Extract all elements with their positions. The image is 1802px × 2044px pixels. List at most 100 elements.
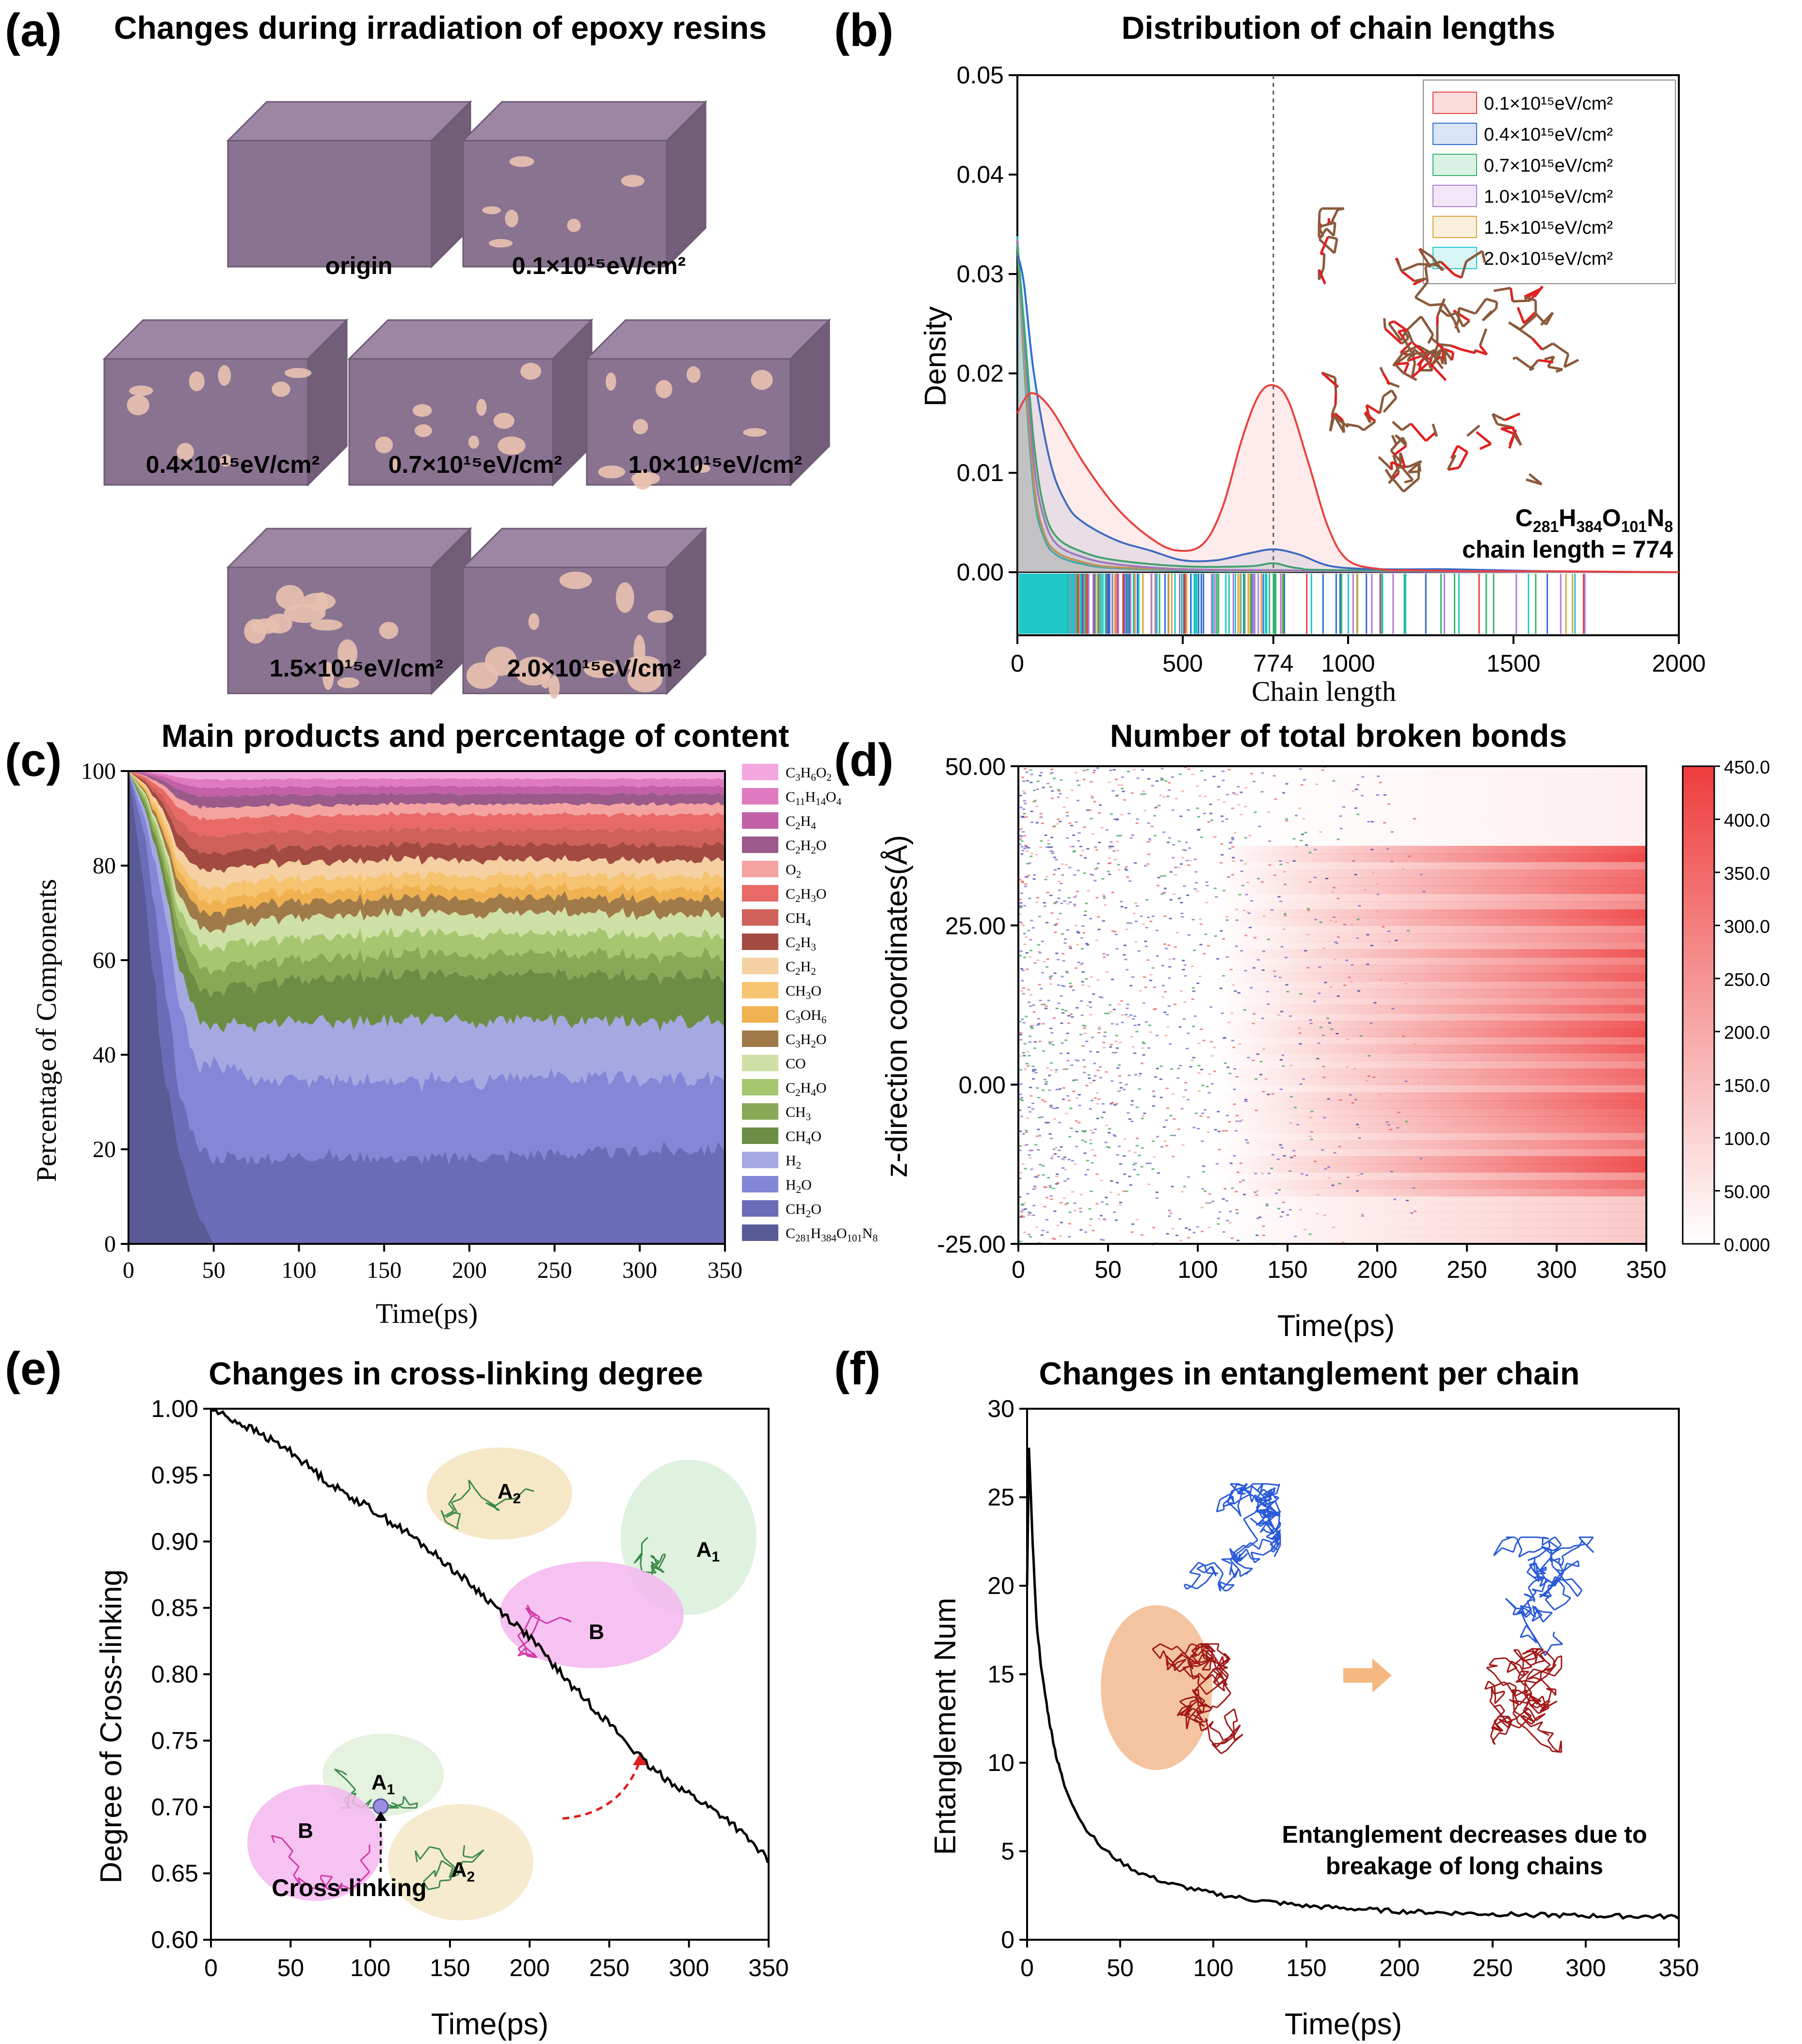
noise-speck [1290,1157,1293,1159]
noise-speck [1306,908,1310,910]
chain-bond [1520,1634,1528,1638]
noise-speck [1068,1211,1072,1213]
bond [1395,361,1409,366]
noise-speck [1077,784,1080,786]
noise-speck [1279,1216,1283,1218]
chain-length-density-chart: 0.000.010.020.030.040.050 500 774 1000 1500 2… [957,62,1706,677]
chain-bond [1191,1713,1203,1722]
heat-band [1216,1108,1646,1117]
noise-speck [1120,1087,1123,1089]
chain-bond [1229,1548,1233,1556]
chain-bond [1492,1732,1500,1742]
noise-speck [1036,1087,1039,1089]
bond [1318,227,1328,240]
noise-speck [1232,1046,1236,1048]
chain-bond [1519,1692,1530,1706]
noise-speck [1091,874,1094,876]
noise-speck [1112,850,1116,852]
noise-speck [1050,1158,1054,1159]
noise-speck [1331,891,1334,893]
noise-speck [1354,1098,1357,1100]
noise-speck [1170,1135,1173,1136]
noise-speck [1147,1183,1151,1185]
noise-speck [1178,773,1182,775]
noise-speck [1200,1069,1203,1071]
chain-bond [1266,1497,1280,1509]
noise-speck [1171,1228,1175,1230]
legend-label-part: 6 [811,772,816,783]
noise-speck [1089,917,1093,919]
fragment-bond [342,1771,347,1776]
noise-speck [1070,985,1073,987]
chain-bond [1267,1511,1273,1522]
noise-speck [1037,1018,1040,1020]
legend-label: 0.1×10¹⁵eV/cm² [1484,94,1613,114]
noise-speck [1217,1217,1220,1219]
chain-bond [1233,1720,1238,1723]
noise-speck [1271,1093,1274,1095]
noise-speck [1023,943,1027,945]
noise-speck [1023,1144,1027,1146]
noise-speck [1088,1078,1091,1079]
noise-speck [1086,848,1090,850]
noise-speck [1192,1232,1196,1234]
fragment-bond [449,1874,459,1878]
noise-speck [1089,873,1093,875]
plot-frame [128,770,726,1245]
noise-speck [1019,950,1023,952]
noise-speck [1023,835,1026,837]
bond [1414,348,1432,365]
chain-bond [1192,1675,1200,1680]
noise-speck [1052,1188,1055,1190]
noise-speck [1024,803,1027,805]
chain-bond [1525,1728,1535,1738]
chain-bond [1201,1674,1213,1685]
x-tick-label: 150 [430,1954,470,1981]
noise-speck [1049,983,1052,985]
x-tick-label: 250 [537,1257,572,1283]
chain-bond [1526,1594,1535,1599]
y-tick-label: 15 [987,1661,1014,1688]
noise-speck [1097,863,1100,865]
noise-speck [1019,1172,1023,1174]
legend-label-part: 6 [821,1014,827,1026]
chain-bond [1259,1528,1265,1533]
chain-bond [1201,1643,1205,1649]
noise-speck [1141,1234,1143,1236]
area-C2H4O [129,771,725,975]
cube-top [461,528,708,568]
noise-speck [1057,1002,1061,1004]
bond [1364,412,1376,423]
noise-speck [1094,1097,1097,1099]
noise-speck [1056,918,1060,920]
noise-speck [1053,1153,1057,1155]
chain-bond [1262,1538,1271,1543]
noise-speck [1078,1094,1081,1095]
chain-bond [1493,1673,1504,1686]
noise-speck [1244,970,1247,972]
noise-speck [1370,849,1374,851]
noise-speck [1185,1227,1188,1229]
heat-band [1216,1124,1646,1133]
noise-speck [1062,960,1065,962]
noise-speck [1335,1033,1339,1034]
heat-band [1216,1212,1646,1221]
chain-bond [1205,1561,1215,1567]
bond [1508,321,1523,333]
fragment-bond [320,1877,329,1890]
noise-speck [1163,1011,1167,1013]
noise-speck [1037,1023,1041,1025]
legend-label-part: C [786,813,795,829]
bond [1400,270,1416,282]
noise-speck [1225,1130,1228,1132]
legend-swatch [742,885,778,901]
chain-bond [1512,1607,1517,1615]
noise-speck [1073,850,1076,852]
fragment-bond [530,1610,535,1618]
noise-speck [1304,832,1307,834]
noise-speck [1108,873,1111,875]
bond [1523,311,1536,324]
noise-speck [1115,1040,1118,1042]
fragment-bond [468,1479,475,1489]
noise-speck [1052,777,1056,779]
